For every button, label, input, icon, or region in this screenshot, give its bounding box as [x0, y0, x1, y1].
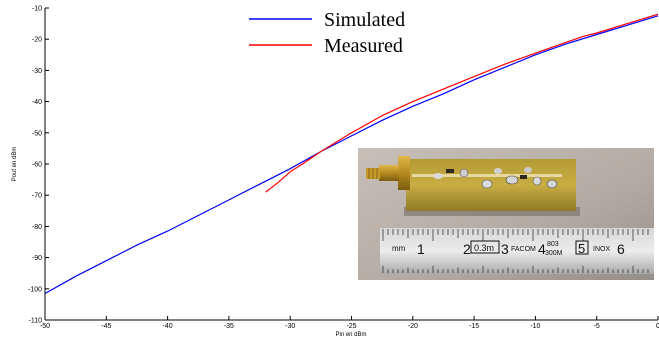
y-tick-label: -100: [28, 286, 42, 293]
y-tick-label: -20: [32, 37, 42, 44]
y-tick-label: -110: [29, 318, 43, 325]
connector-flange: [398, 156, 410, 190]
y-tick-label: -50: [32, 130, 42, 137]
y-tick-label: -70: [32, 193, 42, 200]
component: [505, 175, 519, 185]
y-tick-label: -80: [32, 224, 42, 231]
y-tick-label: -40: [32, 99, 42, 106]
x-tick-label: -25: [346, 323, 356, 330]
x-tick-label: -15: [469, 323, 479, 330]
y-tick-label: -60: [32, 162, 42, 169]
component: [494, 168, 502, 174]
y-tick-label: -10: [32, 6, 42, 13]
sma-connector: [366, 156, 410, 190]
x-tick-label: -10: [530, 323, 540, 330]
legend: Simulated Measured: [249, 9, 405, 57]
component: [433, 173, 443, 179]
x-tick-label: -50: [40, 323, 50, 330]
connector-body: [379, 165, 399, 181]
microstrip-line: [412, 174, 562, 177]
board-shadow: [404, 207, 580, 216]
x-tick-label: -35: [224, 323, 234, 330]
component: [524, 167, 532, 173]
circuit-photo: mm 1 2 0.3m 3 FACOM 4 803 300M 5 INOX 6: [358, 148, 654, 280]
ruler-stamp: [470, 240, 500, 254]
components: [433, 167, 558, 189]
ruler-brand: FACOM: [511, 246, 536, 253]
legend-label-simulated: Simulated: [324, 9, 405, 31]
y-axis-label: Pout en dBm: [12, 147, 18, 182]
ruler-ticks: [382, 229, 649, 273]
component: [520, 175, 527, 179]
ruler-brand: INOX: [593, 246, 610, 253]
x-tick-label: 0: [656, 323, 659, 330]
x-tick-label: -40: [163, 323, 173, 330]
y-tick-label: -30: [32, 68, 42, 75]
x-axis-label: Pin en dBm: [335, 332, 366, 338]
x-tick-label: -30: [285, 323, 295, 330]
ruler-number: 2: [463, 241, 471, 257]
ruler-stamp-text: 0.3m: [474, 243, 494, 253]
series-line-measured: [265, 13, 659, 193]
ruler-unit: mm: [392, 244, 406, 253]
ruler-ref: 803: [547, 241, 559, 248]
ruler-number: 4: [538, 241, 546, 257]
component: [446, 169, 454, 173]
y-tick-label: -90: [32, 255, 42, 262]
ruler-number: 5: [578, 241, 585, 256]
ruler-number: 6: [617, 241, 625, 257]
component: [481, 179, 493, 189]
series: [44, 13, 659, 295]
ruler-number: 3: [501, 241, 509, 257]
ruler-markings: mm 1 2 0.3m 3 FACOM 4 803 300M 5 INOX 6: [392, 240, 625, 257]
y-ticks: -10 -20 -30 -40 -50 -60 -70 -80 -90 -100 -110: [28, 6, 49, 325]
ruler-ref: 300M: [545, 250, 563, 257]
x-ticks: -50 -45 -40 -35 -30 -25 -20 -15 -10 -5 0: [40, 316, 659, 330]
series-line-simulated: [44, 15, 659, 295]
component: [546, 179, 558, 189]
legend-label-measured: Measured: [324, 35, 403, 57]
x-tick-label: -45: [101, 323, 111, 330]
ruler-stamp: [575, 240, 589, 255]
component: [459, 168, 469, 178]
x-tick-label: -5: [594, 323, 600, 330]
ruler-number: 1: [417, 241, 425, 257]
component: [532, 176, 542, 186]
x-tick-label: -20: [408, 323, 418, 330]
